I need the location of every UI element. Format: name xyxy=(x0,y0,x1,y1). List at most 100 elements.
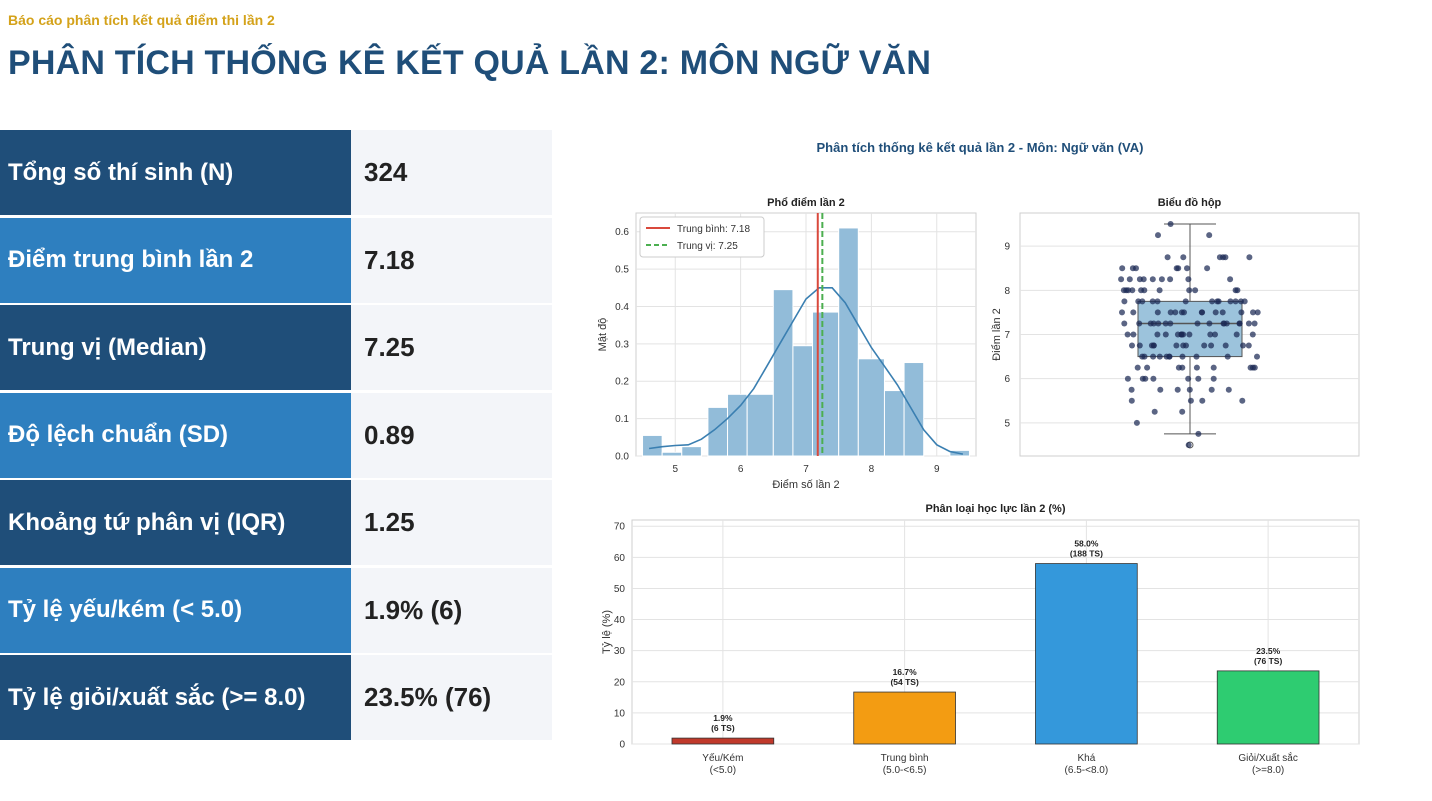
histogram-y-tick-label: 0.1 xyxy=(615,414,629,425)
legend-median-label: Trung vị: 7.25 xyxy=(677,241,738,252)
boxplot-point xyxy=(1234,287,1241,294)
boxplot-point xyxy=(1174,386,1181,393)
histogram-y-tick-label: 0.2 xyxy=(615,377,629,388)
boxplot-point xyxy=(1236,320,1243,327)
boxplot-y-tick-label: 7 xyxy=(1004,330,1010,341)
kde-curve xyxy=(648,287,964,455)
classification-bar xyxy=(1035,563,1138,745)
boxplot-point xyxy=(1149,298,1156,305)
boxplot-point xyxy=(1227,298,1234,305)
histogram-y-tick-label: 0.4 xyxy=(615,302,629,313)
boxplot-point xyxy=(1129,342,1135,349)
boxplot-y-tick-label: 9 xyxy=(1004,242,1010,253)
boxplot-point xyxy=(1134,364,1141,371)
figure-title: Phân tích thống kê kết quả lần 2 - Môn: … xyxy=(817,140,1144,155)
boxplot-point xyxy=(1121,320,1128,327)
boxplot-point xyxy=(1128,397,1135,404)
stats-panel: Tổng số thí sinh (N) 324 Điểm trung bình… xyxy=(0,130,552,743)
boxplot-point xyxy=(1156,287,1163,294)
histogram-bar xyxy=(812,311,840,457)
stat-row-total: Tổng số thí sinh (N) 324 xyxy=(0,130,552,215)
stat-value: 7.18 xyxy=(351,217,552,303)
boxplot-point xyxy=(1154,298,1161,305)
boxplot-point xyxy=(1138,287,1145,294)
boxplot-point xyxy=(1238,298,1244,305)
boxplot-point xyxy=(1179,408,1186,415)
legend-mean-label: Trung bình: 7.18 xyxy=(677,224,750,235)
histogram-x-tick-label: 7 xyxy=(803,464,809,475)
boxplot-point xyxy=(1206,232,1213,239)
boxplot-point xyxy=(1126,276,1133,283)
histogram-x-tick-label: 9 xyxy=(934,464,940,475)
classification-x-tick-label: Khá (6.5-<8.0) xyxy=(1065,753,1109,776)
boxplot-point xyxy=(1192,287,1199,294)
boxplot-point xyxy=(1167,221,1174,227)
classification-y-tick-label: 20 xyxy=(614,677,626,688)
histogram-bar xyxy=(681,446,702,457)
boxplot-point xyxy=(1142,375,1149,382)
boxplot-point xyxy=(1201,342,1208,349)
boxplot-point xyxy=(1172,309,1179,316)
boxplot-point xyxy=(1157,386,1164,393)
boxplot-point xyxy=(1156,353,1163,360)
boxplot-point xyxy=(1221,320,1228,327)
histogram-title: Phổ điểm lần 2 xyxy=(767,197,845,209)
boxplot-point xyxy=(1140,276,1147,283)
boxplot-point xyxy=(1133,419,1140,426)
boxplot-point xyxy=(1133,265,1139,272)
boxplot-point xyxy=(1212,309,1219,316)
boxplot-y-tick-label: 8 xyxy=(1004,286,1010,297)
boxplot-point xyxy=(1216,254,1223,261)
classification-y-tick-label: 70 xyxy=(614,522,626,533)
stat-row-median: Trung vị (Median) 7.25 xyxy=(0,305,552,390)
histogram-bar xyxy=(642,434,663,457)
classification-y-tick-label: 0 xyxy=(619,740,625,751)
boxplot-point xyxy=(1186,331,1193,338)
stat-value: 23.5% (76) xyxy=(351,655,552,740)
stat-label: Tổng số thí sinh (N) xyxy=(0,130,351,215)
histogram-y-tick-label: 0.6 xyxy=(615,227,629,238)
boxplot-y-axis-label: Điểm lần 2 xyxy=(991,308,1003,361)
boxplot-point xyxy=(1149,276,1156,283)
boxplot-point xyxy=(1136,342,1143,349)
boxplot-point xyxy=(1206,320,1213,327)
classification-y-tick-label: 50 xyxy=(614,584,626,595)
boxplot-point xyxy=(1186,386,1193,393)
stat-label: Khoảng tứ phân vị (IQR) xyxy=(0,480,351,565)
boxplot-point xyxy=(1167,320,1174,327)
stat-label: Độ lệch chuẩn (SD) xyxy=(0,392,351,478)
boxplot-y-tick-label: 5 xyxy=(1004,418,1010,429)
classification-y-tick-label: 10 xyxy=(614,708,626,719)
boxplot-point xyxy=(1130,309,1137,316)
histogram-y-axis-label: Mật độ xyxy=(597,318,609,352)
boxplot-point xyxy=(1249,331,1256,338)
boxplot-point xyxy=(1186,287,1193,294)
boxplot-point xyxy=(1175,265,1182,272)
boxplot-point xyxy=(1246,254,1253,261)
stat-row-excellent-rate: Tỷ lệ giỏi/xuất sắc (>= 8.0) 23.5% (76) xyxy=(0,655,552,740)
boxplot-point xyxy=(1224,353,1231,360)
boxplot-point xyxy=(1249,364,1256,371)
boxplot-point xyxy=(1232,298,1239,305)
boxplot-point xyxy=(1144,364,1151,371)
histogram-bar xyxy=(857,358,885,457)
boxplot-point xyxy=(1130,331,1137,338)
boxplot-point xyxy=(1147,320,1154,327)
stat-value: 1.25 xyxy=(351,480,552,565)
boxplot-point xyxy=(1151,408,1158,415)
histogram-bar xyxy=(883,390,905,457)
boxplot-point xyxy=(1162,331,1169,338)
page-title: PHÂN TÍCH THỐNG KÊ KẾT QUẢ LẦN 2: MÔN NG… xyxy=(8,44,932,82)
classification-x-tick-label: Yếu/Kém (<5.0) xyxy=(702,752,743,776)
stat-value: 324 xyxy=(351,130,552,215)
histogram-bar xyxy=(838,227,859,457)
stat-row-weak-rate: Tỷ lệ yếu/kém (< 5.0) 1.9% (6) xyxy=(0,567,552,653)
boxplot-point xyxy=(1240,342,1246,349)
boxplot-point xyxy=(1185,375,1192,382)
boxplot-point xyxy=(1207,331,1214,338)
histogram-bar xyxy=(661,451,683,457)
boxplot-point xyxy=(1184,265,1190,272)
boxplot-point xyxy=(1204,265,1211,272)
classification-y-tick-label: 40 xyxy=(614,615,626,626)
boxplot-point xyxy=(1251,320,1258,327)
